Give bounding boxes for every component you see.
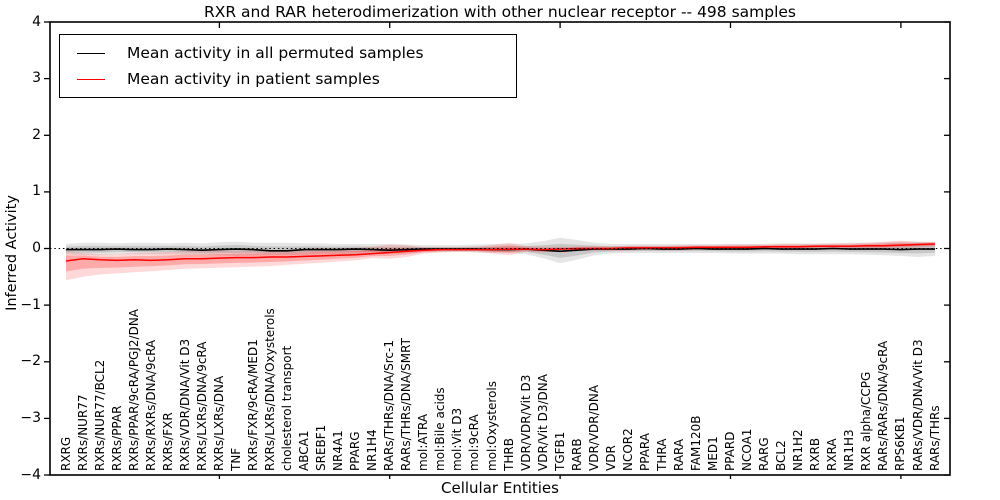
x-tick-label: NR1H2: [791, 429, 806, 471]
x-tick-label: PPARA: [637, 433, 652, 471]
permuted-band-outer: [66, 237, 935, 264]
legend: Mean activity in all permuted samples Me…: [59, 34, 517, 98]
x-tick-label: VDR/VDR/DNA: [586, 384, 601, 471]
x-tick-label: TNF: [228, 447, 243, 471]
x-tick-label: RARs/THRs: [927, 405, 942, 471]
x-tick-label: RARG: [757, 437, 772, 471]
x-tick-label: RXRs/FXR: [160, 412, 175, 471]
x-tick-label: RXRs/NUR77: [75, 394, 90, 471]
x-tick-label: RXRs/RXRs/DNA/9cRA: [143, 339, 158, 471]
x-tick-label: TGFB1: [552, 431, 567, 471]
x-tick-label: THRB: [501, 438, 516, 471]
x-tick-label: RPS6KB1: [893, 416, 908, 471]
x-tick-label: NR4A1: [331, 430, 346, 471]
legend-label-patient: Mean activity in patient samples: [127, 70, 380, 88]
x-tick-label: VDR: [603, 445, 618, 471]
x-tick-label: RXR alpha/CCPG: [859, 371, 874, 471]
x-tick-label: RXRs/NUR77/BCL2: [92, 359, 107, 471]
x-tick-label: RXRs/PPAR/9cRA/PGJ2/DNA: [126, 309, 141, 471]
x-tick-label: MED1: [706, 436, 720, 471]
x-tick-label: mol:9cRA: [467, 414, 482, 471]
patient-line-sample: [77, 78, 105, 80]
legend-entry-permuted: Mean activity in all permuted samples: [77, 40, 516, 66]
y-tick-label: −1: [20, 296, 41, 313]
x-tick-label: RXRs/LXRs/DNA: [211, 375, 226, 471]
y-tick-label: 1: [32, 183, 41, 200]
x-tick-label: RXRs/FXR/9cRA/MED1: [245, 339, 260, 471]
x-tick-label: RARs/THRs/DNA/SMRT: [399, 338, 414, 471]
x-tick-label: BCL2: [774, 440, 789, 471]
x-tick-label: NCOA1: [740, 428, 755, 471]
permuted-line-sample: [77, 52, 105, 54]
x-tick-label: RARs/THRs/DNA/Src-1: [382, 340, 397, 471]
x-axis-label: Cellular Entities: [441, 479, 559, 497]
x-tick-label: NR1H3: [842, 429, 857, 471]
x-tick-label: RXRs/LXRs/DNA/9cRA: [194, 341, 209, 472]
x-tick-label: VDR/VDR/Vit D3: [518, 374, 533, 471]
x-tick-label: FAM120B: [689, 415, 703, 472]
x-tick-label: VDR/Vit D3/DNA: [535, 374, 550, 471]
y-tick-label: −4: [20, 466, 41, 483]
x-tick-label: ABCA1: [297, 430, 311, 471]
x-tick-label: RXRs/PPAR: [109, 405, 124, 471]
y-tick-label: 0: [32, 240, 41, 256]
x-tick-label: RXRB: [808, 437, 823, 471]
x-tick-label: PPARG: [348, 431, 363, 471]
x-tick-label: RXRA: [825, 438, 840, 471]
x-tick-label: cholesterol transport: [280, 345, 294, 471]
legend-entry-patient: Mean activity in patient samples: [77, 66, 516, 92]
x-tick-label: RXRs/LXRs/DNA/Oxysterols: [263, 308, 277, 471]
legend-label-permuted: Mean activity in all permuted samples: [127, 44, 424, 62]
x-tick-label: SREBF1: [314, 424, 329, 471]
y-tick-label: 2: [32, 126, 41, 143]
patient-mean-line: [65, 243, 936, 262]
x-tick-label: RXRs/VDR/DNA/Vit D3: [177, 338, 192, 471]
chart-title: RXR and RAR heterodimerization with othe…: [203, 3, 797, 21]
x-tick-label: RXRG: [58, 436, 73, 471]
y-tick-label: 4: [32, 13, 41, 30]
x-tick-label: mol:Bile acids: [433, 387, 448, 471]
x-tick-label: THRA: [654, 438, 669, 471]
x-tick-label: RARA: [671, 438, 686, 471]
x-tick-label: mol:ATRA: [416, 413, 431, 471]
x-tick-label: NR1H4: [365, 429, 380, 471]
y-tick-label: −2: [20, 353, 41, 370]
x-tick-label: RARB: [569, 438, 584, 471]
x-tick-label: PPARD: [723, 431, 737, 472]
y-tick-label: −3: [20, 409, 41, 426]
x-tick-label: NCOR2: [620, 428, 635, 471]
x-tick-label: RARs/RARs/DNA/9cRA: [876, 340, 891, 471]
y-tick-label: 3: [32, 70, 41, 87]
x-tick-label: mol:Vit D3: [450, 407, 465, 471]
x-tick-label: RARs/VDR/DNA/Vit D3: [910, 339, 925, 471]
x-tick-label: mol:Oxysterols: [484, 381, 499, 471]
